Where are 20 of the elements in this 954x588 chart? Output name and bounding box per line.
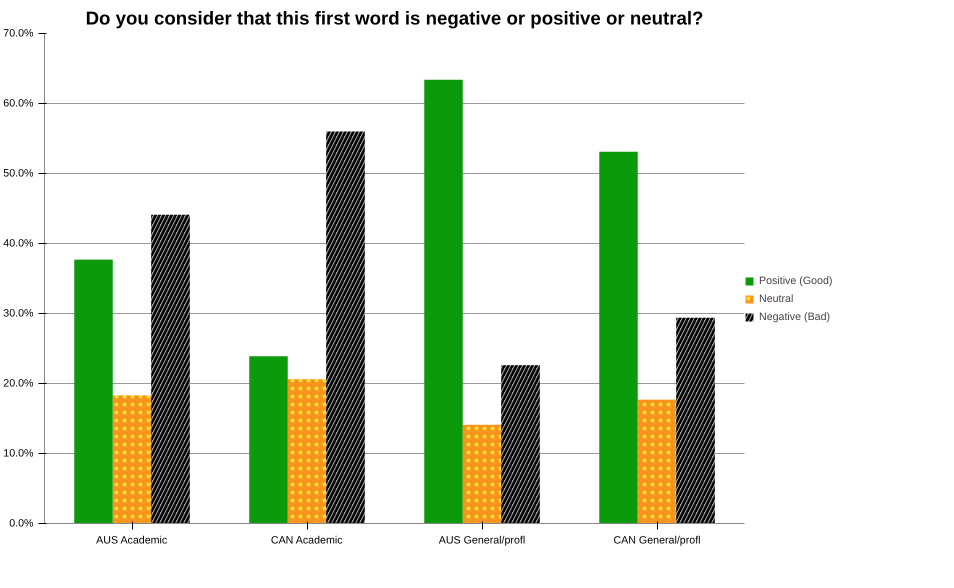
y-tick-label: 10.0% [3, 448, 34, 460]
y-tick-label: 0.0% [9, 518, 34, 530]
x-tick-label: AUS Academic [96, 534, 168, 546]
y-tick-label: 70.0% [3, 28, 34, 40]
bar [599, 152, 638, 524]
y-tick-label: 50.0% [3, 168, 34, 180]
legend-label: Negative (Bad) [759, 311, 830, 323]
bar [249, 356, 288, 524]
bar [424, 80, 463, 524]
x-tick-label: AUS General/profl [438, 534, 526, 546]
legend-label: Positive (Good) [759, 275, 832, 287]
y-tick-label: 30.0% [3, 308, 34, 320]
y-tick-label: 20.0% [3, 378, 34, 390]
chart-title: Do you consider that this first word is negative or positive or neutral? [86, 8, 704, 28]
x-tick-label: CAN Academic [270, 534, 344, 546]
legend-label: Neutral [759, 293, 794, 305]
y-tick-label: 40.0% [3, 238, 34, 250]
y-tick-label: 60.0% [3, 98, 34, 110]
bar [74, 260, 113, 524]
x-tick-label: CAN General/profl [613, 534, 701, 546]
